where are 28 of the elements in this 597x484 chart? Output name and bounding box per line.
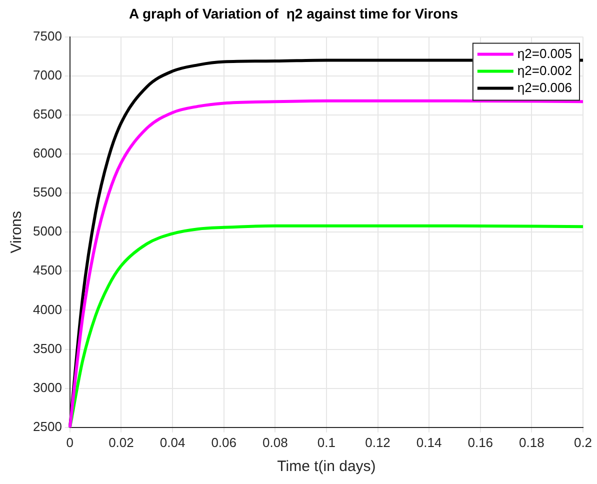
y-tick-label: 7500 bbox=[33, 28, 62, 44]
x-tick-label: 0.02 bbox=[108, 434, 134, 450]
chart-title: A graph of Variation of η2 against time for Virons bbox=[128, 5, 458, 22]
y-tick-label: 5500 bbox=[33, 184, 62, 200]
legend-label: η2=0.006 bbox=[517, 80, 572, 95]
y-tick-label: 4500 bbox=[33, 262, 62, 278]
y-axis-title: Virons bbox=[8, 210, 26, 254]
y-tick-label: 6500 bbox=[33, 106, 62, 122]
x-tick-label: 0.1 bbox=[317, 434, 336, 450]
x-tick-label: 0.04 bbox=[160, 434, 186, 450]
y-tick-label: 3000 bbox=[33, 380, 62, 395]
x-tick-label: 0 bbox=[66, 434, 74, 450]
legend-label: η2=0.005 bbox=[517, 46, 572, 61]
y-tick-label: 6000 bbox=[33, 146, 62, 161]
x-axis-title: Time t(in days) bbox=[277, 458, 376, 476]
y-tick-label: 4000 bbox=[33, 302, 62, 317]
x-tick-label: 0.08 bbox=[262, 434, 288, 450]
y-tick-label: 2500 bbox=[33, 418, 62, 434]
legend-label: η2=0.002 bbox=[517, 62, 572, 78]
x-tick-label: 0.16 bbox=[468, 434, 494, 450]
y-tick-label: 5000 bbox=[33, 224, 62, 239]
x-tick-label: 0.06 bbox=[211, 434, 236, 450]
x-tick-label: 0.12 bbox=[365, 434, 390, 450]
x-tick-label: 0.18 bbox=[519, 434, 544, 450]
y-tick-label: 3500 bbox=[33, 340, 62, 356]
x-tick-label: 0.2 bbox=[574, 434, 592, 450]
y-tick-label: 7000 bbox=[33, 67, 62, 82]
x-tick-label: 0.14 bbox=[416, 434, 442, 450]
